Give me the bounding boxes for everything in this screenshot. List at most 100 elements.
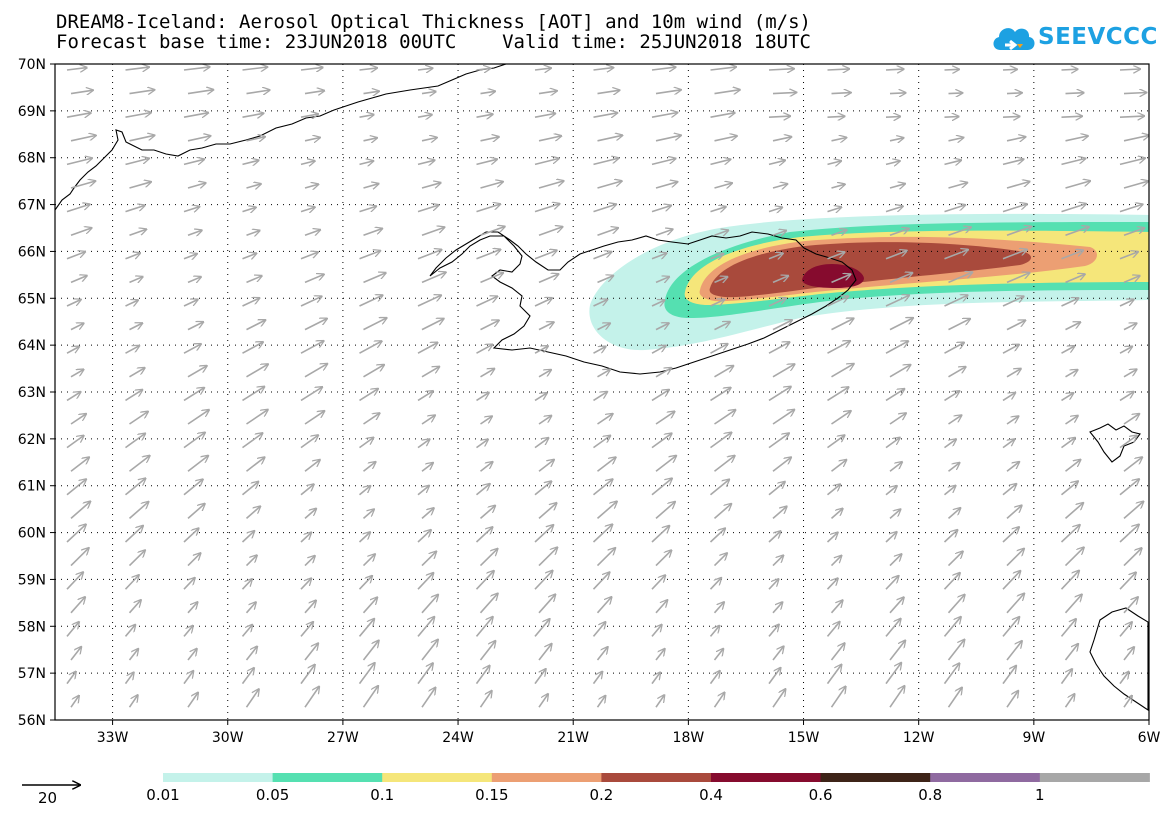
wind-vector xyxy=(125,205,145,213)
longitude-axis: 33W 30W 27W 24W 21W 18W 15W 12W 9W 6W xyxy=(97,720,1161,746)
wind-vector xyxy=(125,113,152,118)
wind-vector xyxy=(421,272,446,284)
wind-vector xyxy=(1065,274,1086,284)
wind-vector xyxy=(772,646,784,661)
wind-vector xyxy=(655,502,675,520)
colorbar-swatch xyxy=(820,773,931,782)
lat-label: 67N xyxy=(18,198,46,214)
wind-vector xyxy=(768,387,791,402)
wind-vector xyxy=(1119,204,1143,213)
wind-vector xyxy=(1064,644,1079,661)
wind-vector xyxy=(66,113,91,117)
wind-vector xyxy=(538,416,552,425)
wind-vector xyxy=(885,532,897,543)
wind-vector xyxy=(417,663,433,685)
wind-vector xyxy=(885,251,907,260)
wind-vector xyxy=(534,204,560,213)
wind-vector xyxy=(885,576,899,590)
wind-vector xyxy=(129,368,145,378)
wind-vector xyxy=(1002,527,1019,543)
lon-label: 24W xyxy=(442,730,474,746)
cloud-icon xyxy=(993,28,1035,51)
wind-vector xyxy=(417,573,434,590)
wind-vector xyxy=(125,346,140,354)
wind-vector xyxy=(124,672,134,685)
wind-vector xyxy=(242,207,257,211)
wind-vector xyxy=(948,93,963,94)
wind-vector xyxy=(714,456,735,472)
wind-vector xyxy=(183,113,208,118)
wind-vector xyxy=(242,160,259,164)
wind-vector xyxy=(831,184,846,188)
wind-vector xyxy=(421,463,433,472)
wind-vector xyxy=(885,341,908,354)
wind-vector xyxy=(943,617,962,637)
wind-vector xyxy=(885,389,905,402)
wind-vector xyxy=(66,347,79,354)
wind-vector xyxy=(1006,549,1024,567)
wind-vector xyxy=(710,388,731,402)
wind-vector xyxy=(1123,93,1147,94)
wind-vector xyxy=(246,137,266,141)
wind-vector xyxy=(1006,505,1022,520)
wind-vector xyxy=(1123,548,1142,567)
wind-vector xyxy=(1002,116,1020,117)
wind-vector xyxy=(534,113,555,117)
colorbar-label: 0.01 xyxy=(146,786,180,804)
wind-vector xyxy=(304,319,327,331)
lon-label: 15W xyxy=(788,730,820,746)
wind-vector xyxy=(709,578,722,590)
wind-vector xyxy=(417,295,441,307)
wind-vector xyxy=(246,364,269,378)
wind-vector xyxy=(944,69,960,70)
wind-vector xyxy=(358,486,371,496)
wind-vector xyxy=(242,342,264,354)
wind-vector xyxy=(187,693,198,708)
wind-vector xyxy=(1002,666,1016,685)
wind-vector xyxy=(129,135,155,142)
wind-vector xyxy=(421,595,438,614)
wind-vector xyxy=(417,115,432,118)
wind-vector xyxy=(1119,572,1136,590)
wind-vector xyxy=(476,204,501,213)
wind-vector xyxy=(827,161,842,165)
wind-vector xyxy=(597,414,613,425)
wind-vector xyxy=(187,136,211,142)
wind-vector xyxy=(593,347,606,354)
wind-vector xyxy=(241,531,255,543)
wind-vector xyxy=(534,525,553,543)
wind-vector xyxy=(713,553,728,567)
wind-vector xyxy=(1123,181,1148,189)
wind-vector xyxy=(475,484,490,496)
wind-vector xyxy=(596,548,616,567)
lat-label: 56N xyxy=(18,713,46,729)
wind-vector xyxy=(827,341,851,354)
wind-vector xyxy=(70,597,85,614)
wind-vector xyxy=(417,391,433,402)
wind-vector xyxy=(128,600,142,614)
wind-vector xyxy=(70,369,84,378)
wind-vector xyxy=(889,462,902,472)
wind-vector xyxy=(480,273,504,284)
lat-label: 57N xyxy=(18,666,46,682)
lat-label: 69N xyxy=(18,104,46,120)
wind-vector xyxy=(246,276,262,284)
wind-vector xyxy=(241,579,253,590)
wind-vector xyxy=(831,138,847,141)
wind-vector xyxy=(655,368,671,378)
wind-vector xyxy=(183,67,210,70)
wind-vector xyxy=(830,600,843,614)
latitude-axis: 70N 69N 68N 67N 66N 65N 64N 63N 62N 61N 60N 59N 58N 5… xyxy=(18,57,55,729)
wind-vector xyxy=(304,687,319,708)
wind-vector xyxy=(1119,479,1139,496)
wind-vector xyxy=(830,643,845,661)
wind-vector xyxy=(1006,137,1026,141)
wind-vector xyxy=(124,526,144,543)
wind-vector xyxy=(183,300,198,307)
wind-vector xyxy=(421,138,437,141)
wind-vector xyxy=(125,158,150,166)
wind-vector xyxy=(948,183,968,189)
wind-vector xyxy=(1123,135,1149,142)
wind-vector xyxy=(538,594,555,614)
wind-vector xyxy=(304,556,315,567)
